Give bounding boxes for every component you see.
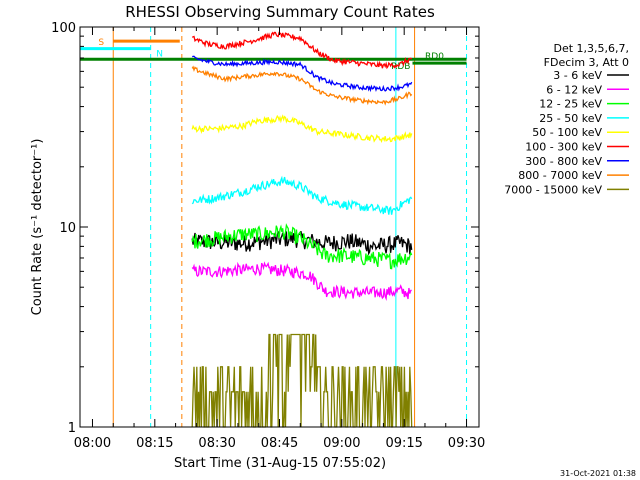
x-tick-label: 09:00 bbox=[323, 436, 360, 451]
legend: Det 1,3,5,6,7,FDecim 3, Att 03 - 6 keV6 … bbox=[504, 42, 629, 196]
x-tick-label: 08:30 bbox=[198, 436, 235, 451]
legend-label: 50 - 100 keV bbox=[532, 126, 602, 139]
annotation-label: N bbox=[156, 50, 163, 60]
annotation-label: RDB bbox=[391, 62, 410, 72]
x-tick-label: 08:45 bbox=[261, 436, 298, 451]
legend-label: 800 - 7000 keV bbox=[518, 169, 602, 182]
chart-title: RHESSI Observing Summary Count Rates bbox=[125, 3, 435, 21]
legend-label: 6 - 12 keV bbox=[546, 83, 602, 96]
x-tick-label: 09:30 bbox=[448, 436, 485, 451]
y-axis-label: Count Rate (s⁻¹ detector⁻¹) bbox=[30, 139, 45, 316]
legend-label: 12 - 25 keV bbox=[539, 98, 602, 111]
x-axis-label: Start Time (31-Aug-15 07:55:02) bbox=[174, 456, 386, 471]
annotation-label: RD0 bbox=[425, 52, 444, 62]
legend-label: 300 - 800 keV bbox=[525, 155, 602, 168]
legend-header: Det 1,3,5,6,7, bbox=[553, 42, 629, 55]
y-tick-label: 1 bbox=[68, 421, 76, 436]
annotations: S N RD0 RDB bbox=[80, 38, 467, 72]
legend-label: 3 - 6 keV bbox=[553, 69, 602, 82]
series-line bbox=[191, 65, 413, 106]
x-axis: 08:00 08:15 08:30 08:45 09:00 09:15 09:30 bbox=[74, 27, 485, 451]
series-line bbox=[191, 333, 413, 428]
series-line bbox=[192, 55, 413, 93]
series-line bbox=[191, 31, 413, 70]
y-tick-label: 10 bbox=[59, 221, 76, 236]
legend-header: FDecim 3, Att 0 bbox=[544, 56, 629, 69]
y-axis: 1 10 100 bbox=[51, 21, 479, 436]
y-tick-label: 100 bbox=[51, 21, 76, 36]
legend-label: 7000 - 15000 keV bbox=[504, 183, 602, 196]
vertical-markers bbox=[112, 27, 468, 427]
timestamp: 31-Oct-2021 01:38 bbox=[560, 469, 636, 478]
legend-label: 25 - 50 keV bbox=[539, 112, 602, 125]
x-tick-label: 09:15 bbox=[385, 436, 422, 451]
x-tick-label: 08:00 bbox=[74, 436, 111, 451]
series-line bbox=[191, 175, 413, 215]
series-line bbox=[191, 223, 413, 270]
x-tick-label: 08:15 bbox=[136, 436, 173, 451]
series-line bbox=[191, 261, 412, 301]
annotation-label: S bbox=[98, 38, 104, 48]
legend-label: 100 - 300 keV bbox=[525, 141, 602, 154]
series-line bbox=[191, 114, 413, 144]
data-series bbox=[191, 31, 413, 428]
